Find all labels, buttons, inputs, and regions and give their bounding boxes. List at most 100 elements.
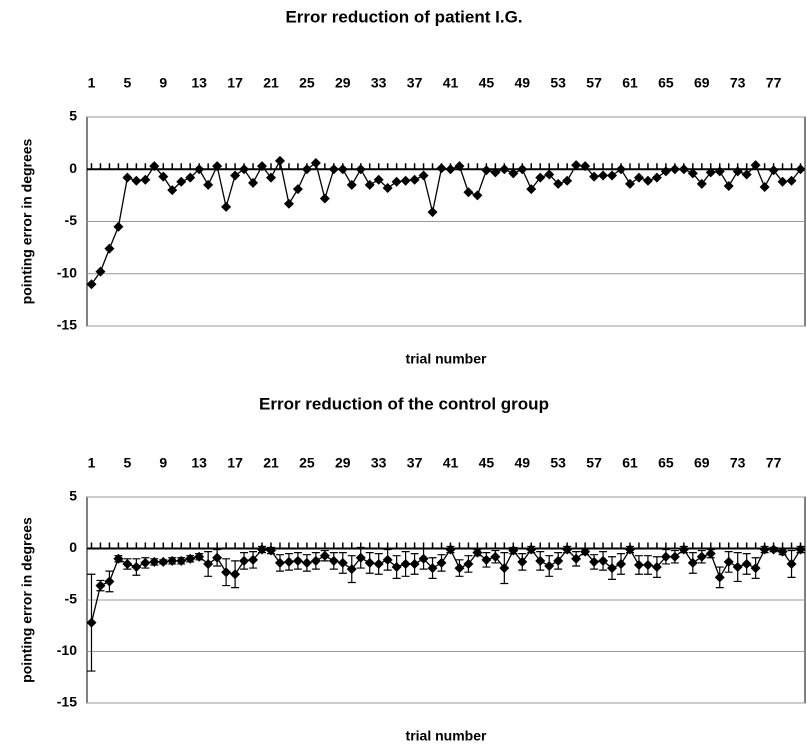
data-point <box>382 554 393 565</box>
data-point <box>607 563 618 574</box>
data-point <box>463 187 474 198</box>
data-point <box>203 179 214 190</box>
chart-title: Error reduction of patient I.G. <box>285 7 522 26</box>
y-axis-label: pointing error in degrees <box>19 138 35 304</box>
x-tick-label: 53 <box>550 455 566 471</box>
series-line <box>90 159 802 285</box>
y-tick-label: -10 <box>57 642 77 658</box>
data-point <box>750 160 761 171</box>
x-tick-label: 13 <box>191 455 207 471</box>
x-tick-label: 49 <box>514 75 530 91</box>
x-tick-label: 69 <box>694 455 710 471</box>
x-tick-label: 41 <box>443 75 459 91</box>
data-point <box>669 551 680 562</box>
data-point <box>319 550 330 561</box>
data-point <box>86 279 97 290</box>
x-tick-label: 73 <box>730 455 746 471</box>
data-point <box>768 165 779 176</box>
data-point <box>490 551 501 562</box>
data-point <box>732 166 743 177</box>
data-point <box>140 174 151 185</box>
data-point <box>508 545 519 556</box>
data-point <box>786 175 797 186</box>
x-tick-label: 25 <box>299 455 315 471</box>
data-point <box>616 164 627 175</box>
x-axis-label: trial number <box>406 351 487 367</box>
data-point <box>553 178 564 189</box>
data-point <box>624 544 635 555</box>
data-point <box>283 556 294 567</box>
data-point <box>167 185 178 196</box>
data-point <box>723 180 734 191</box>
data-point <box>104 243 115 254</box>
data-point <box>158 171 169 182</box>
data-point <box>239 555 250 566</box>
data-point <box>535 172 546 183</box>
data-point <box>669 164 680 175</box>
x-tick-label: 29 <box>335 75 351 91</box>
data-point <box>678 164 689 175</box>
data-point <box>221 567 232 578</box>
data-point <box>337 557 348 568</box>
data-point <box>795 544 806 555</box>
data-point <box>131 175 142 186</box>
data-point <box>427 207 438 218</box>
data-point <box>589 171 600 182</box>
x-tick-label: 17 <box>227 75 243 91</box>
data-point <box>355 552 366 563</box>
x-tick-label: 33 <box>371 455 387 471</box>
data-point <box>633 559 644 570</box>
data-point <box>418 553 429 564</box>
data-point <box>212 552 223 563</box>
x-tick-label: 29 <box>335 455 351 471</box>
data-point <box>714 166 725 177</box>
data-point <box>499 563 510 574</box>
x-tick-label: 49 <box>514 455 530 471</box>
data-point <box>418 170 429 181</box>
y-tick-label: 0 <box>69 160 77 176</box>
data-point <box>553 555 564 566</box>
data-point <box>517 164 528 175</box>
data-point <box>364 557 375 568</box>
data-point <box>257 161 268 172</box>
data-point <box>436 557 447 568</box>
data-point <box>283 198 294 209</box>
chart-title: Error reduction of the control group <box>259 394 549 413</box>
data-point <box>759 182 770 193</box>
y-tick-label: -10 <box>57 264 77 280</box>
data-point <box>176 555 187 566</box>
x-tick-label: 69 <box>694 75 710 91</box>
x-tick-label: 77 <box>766 455 782 471</box>
y-tick-label: -5 <box>65 591 78 607</box>
x-tick-label: 1 <box>88 75 96 91</box>
data-point <box>741 169 752 180</box>
data-point <box>696 551 707 562</box>
data-point <box>400 558 411 569</box>
data-point <box>633 172 644 183</box>
x-tick-label: 57 <box>586 455 602 471</box>
data-point <box>167 555 178 566</box>
data-point <box>185 553 196 564</box>
data-point <box>696 178 707 189</box>
data-point <box>436 163 447 174</box>
data-point <box>149 556 160 567</box>
y-tick-label: 5 <box>69 108 77 124</box>
data-point <box>624 178 635 189</box>
data-point <box>248 177 259 188</box>
x-tick-label: 13 <box>191 75 207 91</box>
data-point <box>750 563 761 574</box>
x-tick-label: 17 <box>227 455 243 471</box>
data-point <box>687 557 698 568</box>
data-point <box>113 221 124 232</box>
data-point <box>346 564 357 575</box>
data-point <box>95 580 106 591</box>
data-point <box>768 544 779 555</box>
data-point <box>678 544 689 555</box>
data-point <box>598 555 609 566</box>
data-point <box>445 544 456 555</box>
data-point <box>292 184 303 195</box>
x-tick-label: 45 <box>479 75 495 91</box>
x-tick-label: 61 <box>622 75 638 91</box>
